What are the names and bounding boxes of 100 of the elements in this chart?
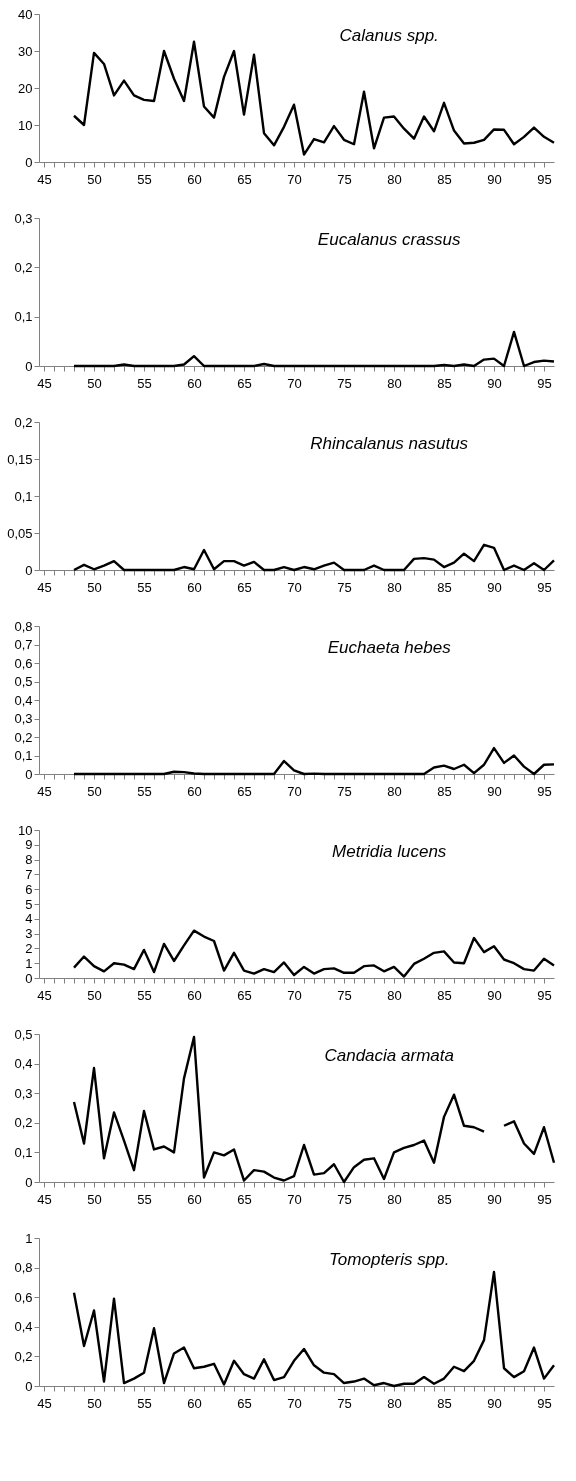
y-tick-label: 0,3 [14,210,33,226]
y-tick-label: 0,2 [14,259,33,275]
y-tick-label: 0 [25,154,33,170]
x-tick-label: 80 [387,375,402,391]
y-tick-label: 0,4 [14,1319,33,1335]
text: Eucalanus crassus [317,230,462,249]
x-tick-label: 80 [387,987,402,1003]
y-tick-label: 4 [25,911,33,927]
y-tick-label: 0 [25,1174,33,1190]
x-tick-label: 60 [187,783,202,799]
y-tick-label: 0,4 [14,1056,33,1072]
x-tick-label: 50 [87,987,102,1003]
y-tick-label: 0,3 [14,711,33,726]
y-tick-label: 0,05 [7,525,33,541]
y-tick-label: 0,5 [14,1026,33,1042]
x-tick-label: 90 [487,1191,502,1207]
x-tick-label: 90 [487,375,502,391]
x-tick-label: 50 [87,171,102,187]
y-tick-label: 0,4 [14,692,33,708]
line-series [72,1270,556,1388]
line-series [72,330,556,368]
x-tick-label: 60 [187,579,202,595]
x-tick-label: 80 [387,579,402,595]
y-tick-label: 0,8 [14,618,33,634]
x-tick-label: 75 [337,375,352,391]
x-tick-label: 90 [487,987,502,1003]
x-tick-label: 70 [287,171,302,187]
x-tick-label: 80 [387,783,402,799]
x-tick-label: 45 [37,579,52,595]
x-tick-label: 90 [487,579,502,595]
x-tick-label: 50 [87,375,102,391]
y-tick-label: 2 [25,940,33,956]
x-tick-label: 55 [137,579,152,595]
y-tick-label: 20 [18,80,33,96]
text: Metridia lucens [332,842,447,861]
x-tick-label: 60 [187,1191,202,1207]
x-tick-label: 55 [137,987,152,1003]
x-tick-label: 55 [137,375,152,391]
x-tick-label: 45 [37,1191,52,1207]
y-tick-label: 0 [25,358,33,374]
x-tick-label: 65 [237,987,252,1003]
x-tick-label: 70 [287,1395,302,1411]
x-tick-label: 45 [37,783,52,799]
x-tick-label: 50 [87,1191,102,1207]
x-tick-label: 75 [337,1191,352,1207]
x-tick-label: 65 [237,1191,252,1207]
x-tick-label: 55 [137,1191,152,1207]
y-tick-label: 1 [25,955,33,971]
x-tick-label: 65 [237,783,252,799]
x-tick-label: 70 [287,579,302,595]
y-tick-label: 0,2 [14,729,33,745]
y-tick-label: 0,15 [7,451,33,467]
x-tick-label: 55 [137,171,152,187]
y-tick-label: 0 [25,1378,33,1394]
x-tick-label: 95 [537,987,552,1003]
x-tick-label: 90 [487,1395,502,1411]
x-tick-label: 95 [537,375,552,391]
y-tick-label: 0,6 [14,655,33,671]
y-tick-label: 0,3 [14,1085,33,1101]
y-tick-label: 0,2 [14,1115,33,1131]
x-tick-label: 50 [87,1395,102,1411]
x-tick-label: 75 [337,579,352,595]
x-tick-label: 60 [187,987,202,1003]
x-tick-label: 75 [337,783,352,799]
x-tick-label: 85 [437,783,452,799]
x-tick-label: 85 [437,987,452,1003]
x-tick-label: 75 [337,987,352,1003]
y-tick-label: 10 [18,822,33,838]
y-tick-label: 40 [18,6,33,22]
x-tick-label: 85 [437,1191,452,1207]
x-tick-label: 90 [487,783,502,799]
text: Candacia armata [324,1046,454,1065]
y-tick-label: 0 [25,970,33,986]
x-tick-label: 75 [337,1395,352,1411]
x-tick-label: 95 [537,783,552,799]
y-tick-label: 0,5 [14,674,33,689]
x-tick-label: 60 [187,171,202,187]
x-tick-label: 50 [87,783,102,799]
x-tick-label: 80 [387,171,402,187]
x-tick-label: 60 [187,1395,202,1411]
y-tick-label: 8 [25,852,33,868]
text: Euchaeta hebes [327,638,452,657]
x-tick-label: 65 [237,1395,252,1411]
line-series [72,543,556,572]
line-series [72,746,556,776]
y-tick-label: 0,6 [14,1289,33,1305]
text: Rhincalanus nasutus [310,434,469,453]
y-tick-label: 0,1 [14,309,33,325]
x-tick-label: 70 [287,783,302,799]
y-tick-label: 7 [25,866,33,882]
x-tick-label: 45 [37,375,52,391]
x-tick-label: 95 [537,1191,552,1207]
y-tick-label: 0,8 [14,1260,33,1276]
x-tick-label: 45 [37,171,52,187]
x-tick-label: 85 [437,171,452,187]
x-tick-label: 60 [187,375,202,391]
y-tick-label: 10 [18,117,33,133]
y-tick-label: 0,2 [14,1348,33,1364]
y-tick-label: 0,7 [14,637,33,652]
x-tick-label: 45 [37,987,52,1003]
